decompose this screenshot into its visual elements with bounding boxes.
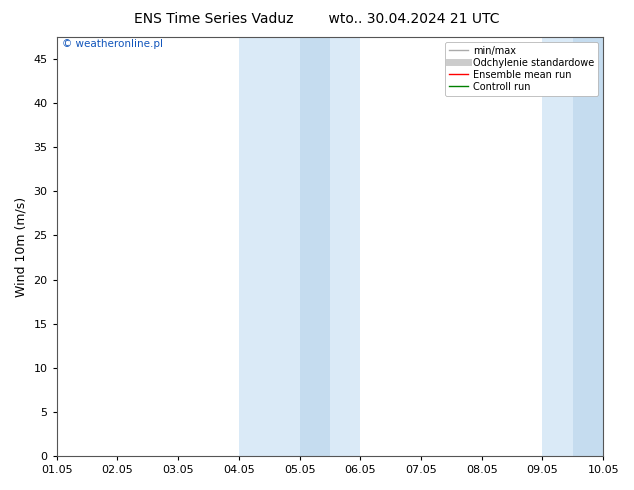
Bar xyxy=(239,37,360,456)
Bar xyxy=(573,37,603,456)
Y-axis label: Wind 10m (m/s): Wind 10m (m/s) xyxy=(15,196,28,296)
Bar xyxy=(543,37,603,456)
Text: ENS Time Series Vaduz        wto.. 30.04.2024 21 UTC: ENS Time Series Vaduz wto.. 30.04.2024 2… xyxy=(134,12,500,26)
Legend: min/max, Odchylenie standardowe, Ensemble mean run, Controll run: min/max, Odchylenie standardowe, Ensembl… xyxy=(445,42,598,96)
Bar xyxy=(300,37,330,456)
Text: © weatheronline.pl: © weatheronline.pl xyxy=(62,39,163,49)
